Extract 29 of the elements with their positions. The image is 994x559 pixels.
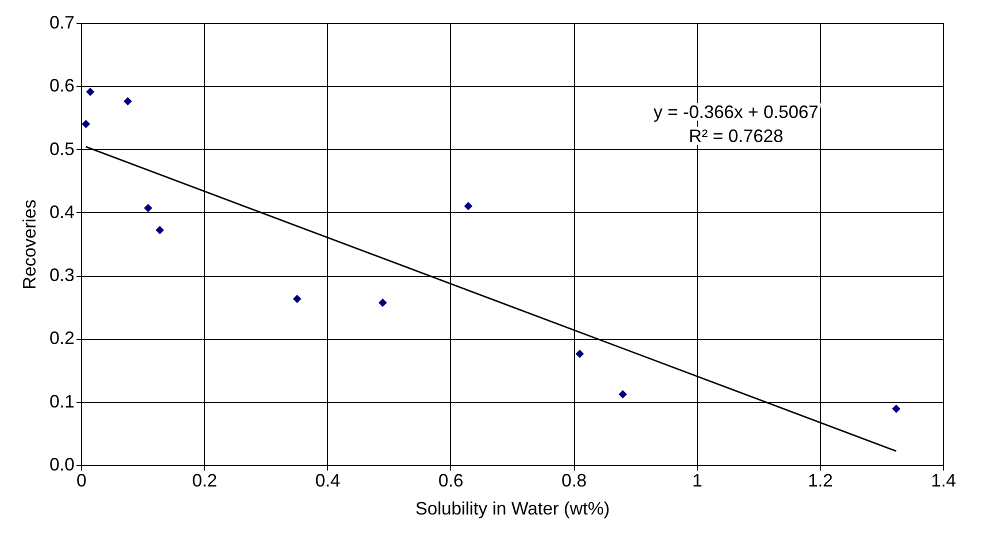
point <box>144 204 152 212</box>
point <box>464 202 472 210</box>
y-axis-title: Recoveries <box>19 199 40 290</box>
y-tick-label: 0.1 <box>49 391 74 412</box>
x-axis-title: Solubility in Water (wt%) <box>415 498 610 518</box>
x-tick-label: 1.4 <box>930 470 956 490</box>
x-tick-label: 0.4 <box>315 470 340 490</box>
y-tick-label: 0.2 <box>49 328 74 348</box>
y-tick-label: 0.7 <box>49 12 74 32</box>
point <box>86 88 94 96</box>
y-tick-label: 0.3 <box>49 265 74 286</box>
x-tick-label: 0.8 <box>562 470 587 490</box>
point <box>576 350 584 358</box>
y-tick-label: 0.6 <box>49 76 74 96</box>
point <box>892 404 900 413</box>
point <box>618 390 628 398</box>
x-tick-label: 0 <box>76 470 87 490</box>
y-tick-label: 0.0 <box>49 454 74 474</box>
x-tick-label: 1.2 <box>808 470 833 490</box>
x-tick-label: 0.6 <box>438 470 464 490</box>
x-tick-label: 1 <box>692 470 702 490</box>
y-tick-label: 0.5 <box>49 138 74 159</box>
point <box>378 298 387 307</box>
x-tick-label: 0.2 <box>192 470 218 490</box>
point <box>82 120 90 128</box>
point <box>124 97 132 106</box>
point <box>292 294 302 304</box>
y-tick-label: 0.4 <box>49 202 74 222</box>
point <box>156 226 164 234</box>
